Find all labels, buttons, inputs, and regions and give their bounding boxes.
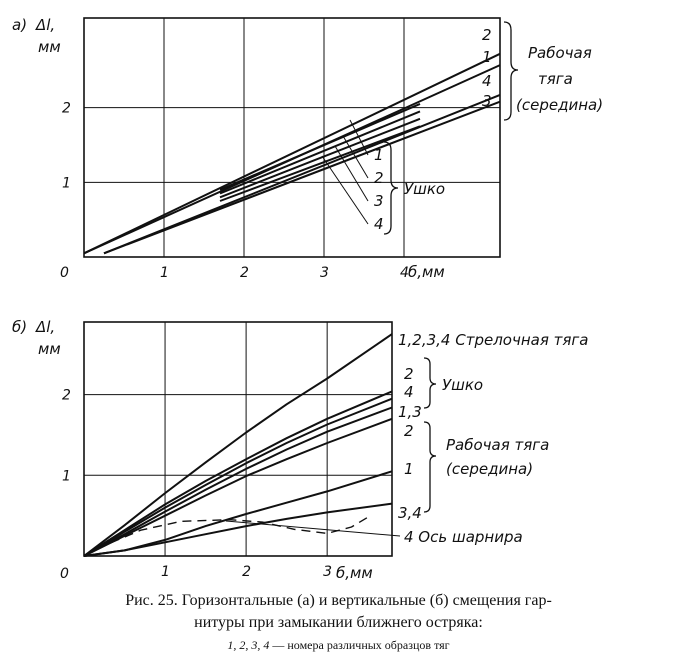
series-label-working-rod-b: 3,4 xyxy=(398,504,422,522)
series-line-a-g1-s2 xyxy=(219,117,421,199)
leader-lines-b xyxy=(225,520,401,537)
x-axis-label-a: б,мм xyxy=(408,263,445,281)
x-axis-label-b: б,мм xyxy=(336,564,373,582)
group-label-working-rod-b-line2: (середина) xyxy=(446,460,533,478)
series-label-eye-a: 1 xyxy=(374,146,384,164)
x-tick-label-a: 3 xyxy=(320,265,329,281)
series-line-b-g1-s0 xyxy=(83,390,393,557)
tick-labels-a: 1 2 3 4 1 2 xyxy=(62,101,409,281)
series-label-working-rod-b: 2 xyxy=(404,422,414,440)
series-line-a-g1-s3 xyxy=(219,125,421,202)
leader-lines-a xyxy=(321,119,369,225)
series-label-working-rod-a: 4 xyxy=(482,72,492,90)
series-line-a-g0-s2 xyxy=(103,93,501,255)
y-tick-label-a: 1 xyxy=(62,175,71,191)
panel-label-a: а) xyxy=(12,16,27,34)
series-label-eye-b: 2 xyxy=(404,365,414,383)
series-label-working-rod-b: 1 xyxy=(404,460,414,478)
x-tick-label-b: 3 xyxy=(323,564,332,580)
grid-a xyxy=(83,17,501,258)
plot-frame-b xyxy=(83,321,393,557)
leader-line-eye-a xyxy=(349,119,369,156)
leader-line-eye-a xyxy=(321,155,369,225)
origin-label-b: 0 xyxy=(60,566,69,582)
series-line-b-g1-s2 xyxy=(83,406,393,557)
x-tick-label-b: 1 xyxy=(161,564,170,580)
x-tick-label-b: 2 xyxy=(242,564,251,580)
x-tick-label-a: 2 xyxy=(240,265,249,281)
series-labels-a: 2 1 4 3 1 2 3 4 xyxy=(374,26,492,233)
y-tick-label-a: 2 xyxy=(62,101,71,117)
series-label-eye-a: 2 xyxy=(374,169,384,187)
grid-b xyxy=(83,321,393,557)
series-label-eye-b: 4 xyxy=(404,383,414,401)
panel-label-b: б) xyxy=(12,318,27,336)
series-lines-b xyxy=(83,333,393,557)
caption-line-1: Рис. 25. Горизонтальные (а) и вертикальн… xyxy=(125,592,552,609)
brace-working-rod-a xyxy=(503,21,519,121)
group-label-eye-a: Ушко xyxy=(404,180,445,198)
caption-line-3: 1, 2, 3, 4 — номера различных образцов т… xyxy=(0,638,677,653)
brace-eye-a xyxy=(383,141,399,235)
series-line-b-g2-s0 xyxy=(83,417,393,557)
group-label-eye-b: Ушко xyxy=(442,376,483,394)
series-lines-a xyxy=(83,52,501,255)
x-tick-label-a: 4 xyxy=(400,265,409,281)
y-axis-unit-a: мм xyxy=(38,38,61,56)
series-label-eye-a: 3 xyxy=(374,192,384,210)
group-label-switch-rod-b: 1,2,3,4 Стрелочная тяга xyxy=(398,331,588,349)
leader-line-eye-a xyxy=(334,145,369,202)
group-label-working-rod-a-line3: (середина) xyxy=(516,96,603,114)
caption-sample-numbers: 1, 2, 3, 4 xyxy=(227,638,270,652)
tick-labels-b: 1 2 3 1 2 xyxy=(62,388,332,580)
chart-a: 1 2 3 4 1 2 2 1 4 3 1 2 3 4 а) Δl, мм б,мм 0 Рабочая… xyxy=(12,16,603,281)
series-label-working-rod-a: 1 xyxy=(482,48,492,66)
series-line-a-g1-s0 xyxy=(219,102,421,191)
brace-working-rod-b xyxy=(423,421,437,513)
y-tick-label-b: 2 xyxy=(62,388,71,404)
leader-line-hinge-axis-b xyxy=(225,520,401,537)
y-tick-label-b: 1 xyxy=(62,468,71,484)
series-line-b-g2-s1 xyxy=(83,470,393,557)
x-tick-label-a: 1 xyxy=(160,265,169,281)
series-line-a-g0-s3 xyxy=(103,100,501,255)
series-label-eye-b: 1,3 xyxy=(398,403,422,421)
series-line-a-g0-s0 xyxy=(83,52,501,255)
series-line-a-g1-s1 xyxy=(219,110,421,195)
caption-line-2: нитуры при замыкании ближнего остряка: xyxy=(194,614,483,631)
leader-line-eye-a xyxy=(342,135,369,179)
caption-sample-text: — номера различных образцов тяг xyxy=(269,638,450,652)
series-line-b-g1-s1 xyxy=(83,397,393,557)
origin-label-a: 0 xyxy=(60,265,69,281)
plot-frame-a xyxy=(83,17,501,258)
y-axis-label-b: Δl, xyxy=(35,318,55,336)
series-line-b-g3-s0 xyxy=(83,516,369,557)
series-label-eye-a: 4 xyxy=(374,215,384,233)
series-line-b-g2-s2 xyxy=(83,502,393,557)
series-line-b-g0-s0 xyxy=(83,333,393,557)
group-label-working-rod-b-line1: Рабочая тяга xyxy=(446,436,549,454)
y-axis-unit-b: мм xyxy=(38,340,61,358)
series-label-working-rod-a: 2 xyxy=(482,26,492,44)
group-label-working-rod-a-line1: Рабочая xyxy=(528,44,592,62)
series-label-working-rod-a: 3 xyxy=(482,92,492,110)
y-axis-label-a: Δl, xyxy=(35,16,55,34)
group-label-working-rod-a-line2: тяга xyxy=(538,70,573,88)
brace-eye-b xyxy=(423,357,437,409)
group-label-hinge-axis-b: 4 Ось шарнира xyxy=(404,528,523,546)
